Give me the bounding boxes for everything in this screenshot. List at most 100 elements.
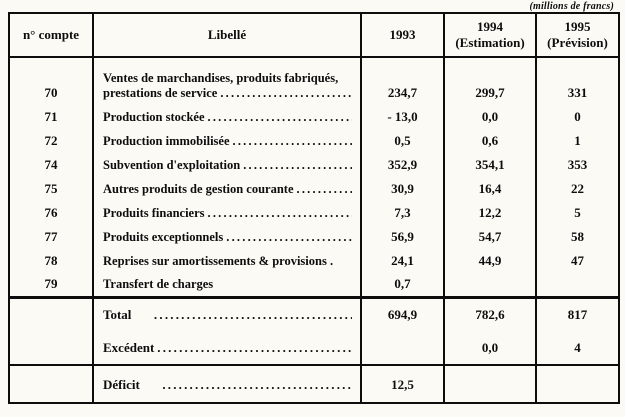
value-1993: 12,5 [360,364,444,403]
label-text: prestations de service [103,86,218,100]
dot-leader [243,158,352,173]
account-number: 75 [44,181,58,196]
table-row: 74 Subvention d'exploitation 352,9 354,1… [9,153,619,177]
label-text: Excédent [103,340,155,355]
value-1995: 47 [535,249,619,273]
row-label: Total [92,295,361,331]
header-label: Libellé [92,13,361,58]
header-year-1993: 1993 [360,13,444,58]
row-label: Déficit [92,364,361,403]
table-row: Total 694,9 782,6 817 [9,295,619,331]
value-1994: 0,0 [443,105,536,129]
value-1993 [360,331,444,365]
value-1995: 1 [535,129,619,153]
value-1993: 0,5 [360,129,444,153]
dot-leader [226,230,352,245]
account-number: 71 [44,109,58,124]
row-label: Excédent [92,331,361,365]
value-1994: 54,7 [443,225,536,249]
row-label: Produits financiers [92,201,361,225]
value-1994: 0,0 [443,331,536,365]
value-1995: 0 [535,105,619,129]
value-1995: 4 [535,331,619,365]
row-label: Ventes de marchandises, produits fabriqu… [92,57,361,105]
row-label: Subvention d'exploitation [92,153,361,177]
dot-leader [154,307,352,323]
value-1995: 5 [535,201,619,225]
value-1993: 352,9 [360,153,444,177]
value-1995: 353 [535,153,619,177]
value-1994: 0,6 [443,129,536,153]
value-1994: 354,1 [443,153,536,177]
label-text: Subvention d'exploitation [103,158,241,172]
table-row: 70 Ventes de marchandises, produits fabr… [9,57,619,105]
dot-leader [157,340,352,356]
label-text: Déficit [103,376,160,392]
account-number [9,364,93,403]
dot-leader [162,377,352,393]
value-1993: - 13,0 [360,105,444,129]
label-text: Produits exceptionnels [103,230,224,244]
account-number: 72 [44,133,58,148]
account-number: 70 [44,85,58,100]
account-number: 78 [44,253,58,268]
row-label: Production stockée [92,105,361,129]
value-1994 [443,364,536,403]
account-number: 74 [44,157,58,172]
label-text: Reprises sur amortissements & provisions… [103,254,334,268]
dot-leader [220,86,352,101]
label-text: Autres produits de gestion courante [103,182,294,196]
dot-leader [233,134,352,149]
table-row: 79 Transfert de charges 0,7 [9,273,619,297]
dot-leader [208,206,352,221]
value-1995: 817 [535,295,619,331]
row-label: Produits exceptionnels [92,225,361,249]
account-number [9,331,93,365]
value-1994 [443,273,536,297]
table-row: 75 Autres produits de gestion courante 3… [9,177,619,201]
table-row: 71 Production stockée - 13,0 0,0 0 [9,105,619,129]
value-1993: 694,9 [360,295,444,331]
header-year-1995-prevision: 1995 (Prévision) [535,13,619,58]
account-number: 76 [44,205,58,220]
label-text: Transfert de charges [103,276,214,291]
value-1993: 24,1 [360,249,444,273]
value-1995: 331 [535,57,619,105]
account-number: 79 [44,275,58,291]
value-1993: 0,7 [360,273,444,297]
table-row: 76 Produits financiers 7,3 12,2 5 [9,201,619,225]
label-text: Ventes de marchandises, produits fabriqu… [103,71,339,85]
accounts-table: n° compte Libellé 1993 1994 (Estimation)… [8,12,620,404]
dot-leader [297,182,352,197]
account-number [9,295,93,331]
label-text: Total [103,307,151,323]
value-1994: 782,6 [443,295,536,331]
table-totals-section: Total 694,9 782,6 817 Excédent 0,0 4 Déf… [9,295,619,403]
table-header: n° compte Libellé 1993 1994 (Estimation)… [9,13,619,58]
value-1993: 30,9 [360,177,444,201]
value-1995: 58 [535,225,619,249]
value-1995 [535,364,619,403]
dot-leader [208,110,353,125]
label-text: Production stockée [103,110,205,124]
table-row: Excédent 0,0 4 [9,331,619,365]
value-1993: 7,3 [360,201,444,225]
row-label: Production immobilisée [92,129,361,153]
header-year-1994-estimation: 1994 (Estimation) [443,13,536,58]
value-1993: 234,7 [360,57,444,105]
row-label: Transfert de charges [92,273,361,297]
table-body: 70 Ventes de marchandises, produits fabr… [9,57,619,297]
header-account-number: n° compte [9,13,93,58]
table-row: 78 Reprises sur amortissements & provisi… [9,249,619,273]
value-1994: 44,9 [443,249,536,273]
table-row: 77 Produits exceptionnels 56,9 54,7 58 [9,225,619,249]
value-1994: 16,4 [443,177,536,201]
value-1995: 22 [535,177,619,201]
label-text: Production immobilisée [103,134,230,148]
value-1993: 56,9 [360,225,444,249]
account-number: 77 [44,229,58,244]
row-label: Autres produits de gestion courante [92,177,361,201]
value-1994: 299,7 [443,57,536,105]
value-1994: 12,2 [443,201,536,225]
value-1995 [535,273,619,297]
